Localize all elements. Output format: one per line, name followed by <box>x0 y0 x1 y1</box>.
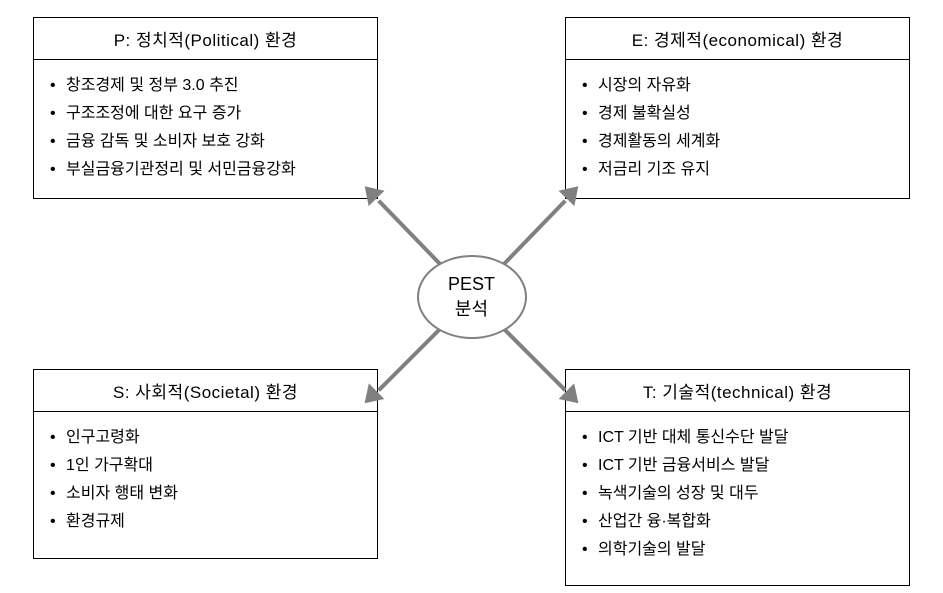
list-item: 의학기술의 발달 <box>576 536 899 564</box>
pest-box-s-body: 인구고령화1인 가구확대소비자 행태 변화환경규제 <box>34 412 377 550</box>
list-item: 소비자 행태 변화 <box>44 480 367 508</box>
list-item: 1인 가구확대 <box>44 452 367 480</box>
center-label: PEST 분석 <box>448 272 495 321</box>
list-item: ICT 기반 금융서비스 발달 <box>576 452 899 480</box>
pest-box-p: P: 정치적(Political) 환경 창조경제 및 정부 3.0 추진구조조… <box>33 17 378 199</box>
pest-box-t-body: ICT 기반 대체 통신수단 발달ICT 기반 금융서비스 발달녹색기술의 성장… <box>566 412 909 578</box>
list-item: ICT 기반 대체 통신수단 발달 <box>576 424 899 452</box>
list-item: 경제활동의 세계화 <box>576 128 899 156</box>
list-item: 창조경제 및 정부 3.0 추진 <box>44 72 367 100</box>
pest-box-e: E: 경제적(economical) 환경 시장의 자유화경제 불확실성경제활동… <box>565 17 910 199</box>
center-label-line2: 분석 <box>455 299 488 319</box>
pest-box-e-body: 시장의 자유화경제 불확실성경제활동의 세계화저금리 기조 유지 <box>566 60 909 198</box>
pest-box-s-title: S: 사회적(Societal) 환경 <box>34 370 377 412</box>
list-item: 금융 감독 및 소비자 보호 강화 <box>44 128 367 156</box>
pest-box-p-title: P: 정치적(Political) 환경 <box>34 18 377 60</box>
pest-box-t-title: T: 기술적(technical) 환경 <box>566 370 909 412</box>
pest-box-p-list: 창조경제 및 정부 3.0 추진구조조정에 대한 요구 증가금융 감독 및 소비… <box>44 72 367 184</box>
pest-box-s-list: 인구고령화1인 가구확대소비자 행태 변화환경규제 <box>44 424 367 536</box>
center-label-line1: PEST <box>448 274 495 294</box>
list-item: 녹색기술의 성장 및 대두 <box>576 480 899 508</box>
pest-box-t-list: ICT 기반 대체 통신수단 발달ICT 기반 금융서비스 발달녹색기술의 성장… <box>576 424 899 564</box>
pest-box-s: S: 사회적(Societal) 환경 인구고령화1인 가구확대소비자 행태 변… <box>33 369 378 559</box>
list-item: 환경규제 <box>44 508 367 536</box>
pest-box-p-body: 창조경제 및 정부 3.0 추진구조조정에 대한 요구 증가금융 감독 및 소비… <box>34 60 377 198</box>
list-item: 인구고령화 <box>44 424 367 452</box>
pest-box-e-list: 시장의 자유화경제 불확실성경제활동의 세계화저금리 기조 유지 <box>576 72 899 184</box>
pest-box-t: T: 기술적(technical) 환경 ICT 기반 대체 통신수단 발달IC… <box>565 369 910 586</box>
list-item: 경제 불확실성 <box>576 100 899 128</box>
center-node: PEST 분석 <box>417 255 527 339</box>
list-item: 산업간 융·복합화 <box>576 508 899 536</box>
pest-box-e-title: E: 경제적(economical) 환경 <box>566 18 909 60</box>
list-item: 시장의 자유화 <box>576 72 899 100</box>
list-item: 저금리 기조 유지 <box>576 156 899 184</box>
list-item: 구조조정에 대한 요구 증가 <box>44 100 367 128</box>
list-item: 부실금융기관정리 및 서민금융강화 <box>44 156 367 184</box>
